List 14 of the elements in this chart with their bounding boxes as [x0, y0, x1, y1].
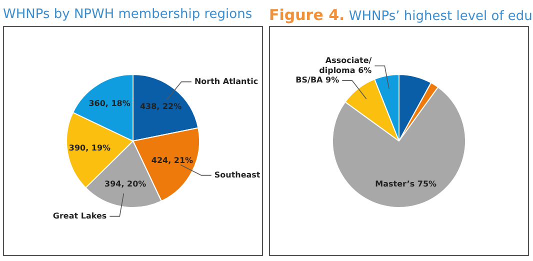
chart-title: WHNPs by NPWH membership regions: [3, 7, 252, 22]
data-label: Master’s 75%: [375, 179, 437, 188]
slice-label: Southeast: [214, 170, 260, 180]
slice-label: Great Lakes: [52, 211, 107, 220]
chart-subtitle: WHNPs’ highest level of edu: [348, 9, 532, 24]
data-label: 390, 19%: [68, 143, 111, 152]
data-label: 394, 20%: [104, 179, 146, 188]
slice-label: North Atlantic: [194, 76, 258, 86]
data-label: 360, 18%: [88, 98, 130, 108]
data-label: Associate/ diploma 6%: [319, 56, 372, 75]
data-label: 424, 21%: [151, 156, 194, 165]
data-label: 438, 22%: [140, 102, 182, 112]
data-label: BS/BA 9%: [296, 76, 340, 85]
chart-title: Figure 4.: [269, 6, 345, 24]
